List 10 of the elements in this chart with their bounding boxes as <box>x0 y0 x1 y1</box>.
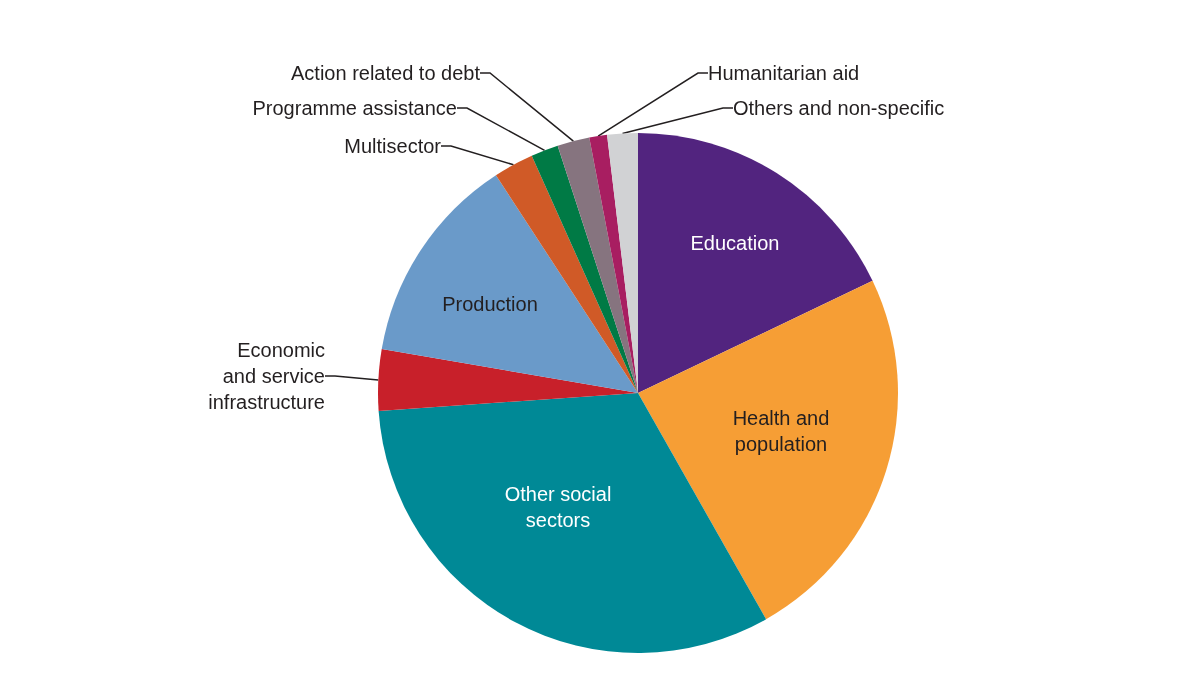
slice-label: Production <box>442 293 538 315</box>
slice-label: Education <box>690 232 780 254</box>
slice-label: Humanitarian aid <box>708 62 860 84</box>
slice-label: Action related to debt <box>290 62 481 84</box>
slice-label: Economic and service infrastructure <box>208 339 325 413</box>
slice-label: Health and population <box>732 407 830 455</box>
slice-label: Others and non-specific <box>733 97 945 119</box>
slice-label: Other social sectors <box>504 483 612 531</box>
slice-label: Multisector <box>344 135 442 157</box>
slice-label: Programme assistance <box>252 97 457 119</box>
